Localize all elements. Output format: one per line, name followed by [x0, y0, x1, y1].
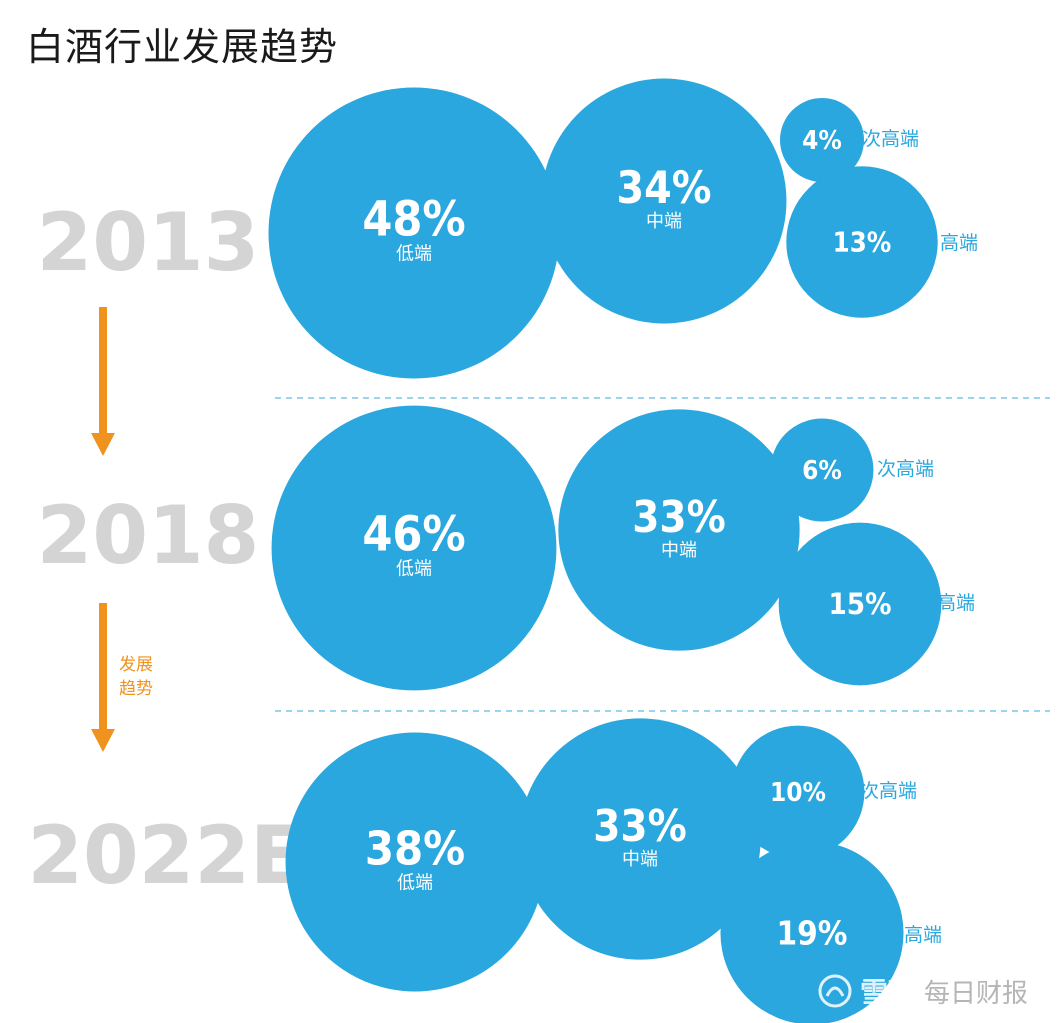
bubble-次高端: [731, 725, 865, 859]
bubble-中端: [558, 409, 800, 651]
arrow-label-line2: 趋势: [119, 679, 153, 699]
bubble-segment-label: 低端: [396, 243, 432, 264]
trend-arrow: [91, 307, 115, 456]
bubble-value: 46%: [362, 506, 465, 562]
bubble-segment-label: 中端: [661, 540, 697, 561]
bubble-value: 6%: [802, 456, 842, 486]
bubble-segment-label: 中端: [622, 849, 658, 870]
bubble-低端: [268, 87, 560, 379]
bubble-中端: [519, 718, 761, 960]
bubble-segment-label: 低端: [397, 872, 433, 893]
bubble-segment-label: 高端: [937, 592, 975, 614]
bubble-segment-label: 次高端: [860, 780, 917, 802]
bubble-value: 19%: [777, 914, 848, 953]
bubble-value: 33%: [632, 493, 725, 543]
year-label: 2013: [37, 196, 260, 289]
bubble-segment-label: 高端: [904, 924, 942, 946]
arrow-label-line1: 发展: [119, 655, 153, 675]
watermark: 雪球 每日财报: [818, 971, 1028, 1011]
bubble-value: 48%: [362, 191, 465, 247]
bubble-value: 15%: [828, 587, 891, 621]
bubble-value: 4%: [802, 126, 842, 156]
bubble-次高端: [770, 418, 874, 522]
bubble-value: 34%: [617, 163, 712, 214]
bubble-segment-label: 次高端: [877, 458, 934, 480]
year-label: 2018: [37, 489, 260, 582]
bubble-低端: [271, 405, 557, 691]
bubble-高端: [778, 522, 942, 686]
bubble-value: 13%: [833, 228, 892, 259]
bubble-高端: [720, 841, 904, 1023]
bubble-segment-label: 中端: [646, 211, 682, 232]
watermark-brand: 雪球: [859, 976, 916, 1009]
trend-arrow: [91, 603, 115, 752]
bubble-segment-label: 高端: [940, 232, 978, 254]
bubble-中端: [541, 78, 787, 324]
bubble-value: 33%: [593, 802, 686, 852]
chart-title: 白酒行业发展趋势: [26, 25, 339, 69]
bubble-次高端: [780, 98, 864, 182]
bubble-segment-label: 低端: [396, 558, 432, 579]
bubble-value: 38%: [365, 821, 465, 875]
year-label: 2022E: [27, 809, 304, 902]
bubble-低端: [285, 732, 545, 992]
bubble-segment-label: 次高端: [862, 128, 919, 150]
bubble-value: 10%: [770, 778, 826, 808]
watermark-source: 每日财报: [923, 978, 1028, 1009]
xueqiu-logo-icon: [818, 974, 852, 1008]
bubble-高端: [786, 166, 938, 318]
